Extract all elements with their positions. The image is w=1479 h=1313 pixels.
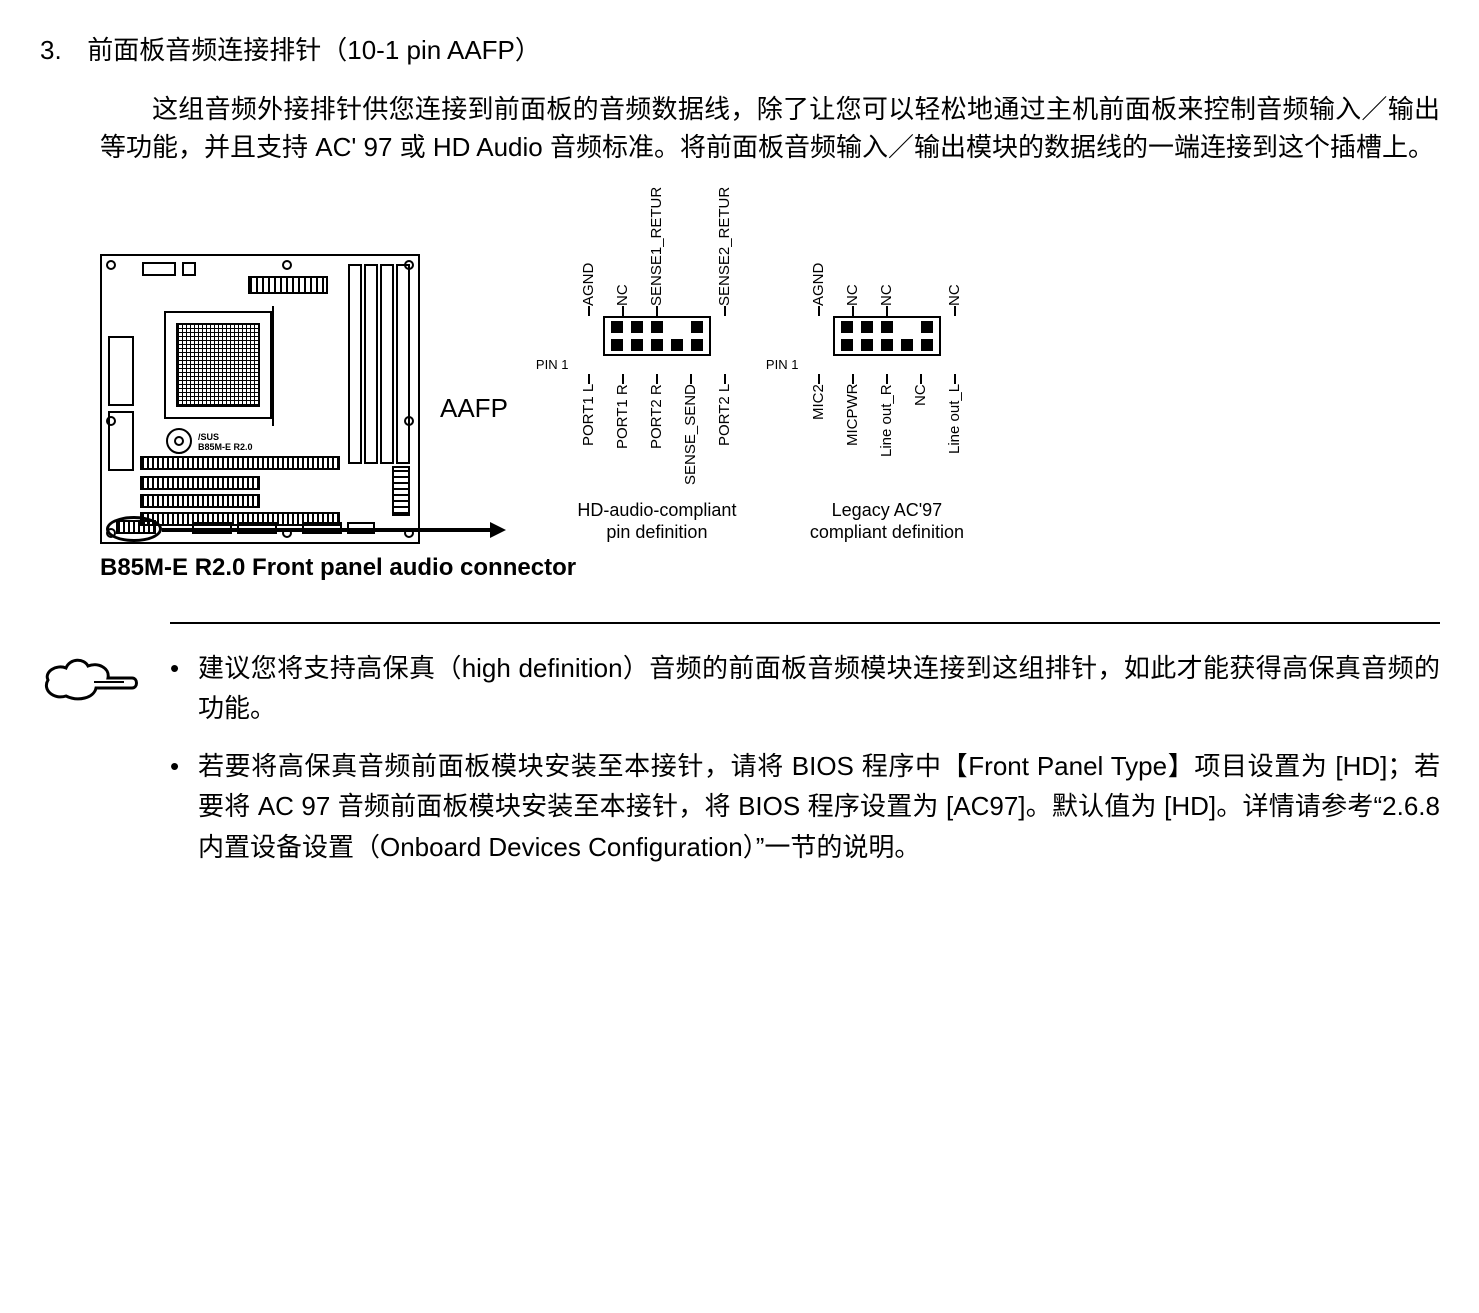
section-number: 3. xyxy=(40,35,80,66)
diagram: /SUS B85M-E R2.0 AAFP A xyxy=(100,196,1440,543)
hd-pin1: PIN 1 xyxy=(536,357,569,372)
ac97-caption-l2: compliant definition xyxy=(810,522,964,542)
hd-pin-definition: AGND NC SENSE1_RETUR SENSE2_RETUR xyxy=(572,196,742,543)
ac97-pin1: PIN 1 xyxy=(766,357,799,372)
hd-bot-0: PORT1 L xyxy=(580,384,597,494)
ac97-top-1: NC xyxy=(844,196,861,306)
section-heading: 3. 前面板音频连接排针（10-1 pin AAFP） xyxy=(40,30,1440,67)
motherboard-illustration: /SUS B85M-E R2.0 xyxy=(100,254,420,544)
callout-circle xyxy=(106,516,162,542)
ac97-bot-1: MICPWR xyxy=(844,384,861,494)
hd-top-4: SENSE2_RETUR xyxy=(716,196,733,306)
callout-arrow xyxy=(162,528,492,532)
hd-caption-l1: HD-audio-compliant xyxy=(577,500,736,520)
hand-icon xyxy=(40,622,140,717)
note-body: 建议您将支持高保真（high definition）音频的前面板音频模块连接到这… xyxy=(170,622,1440,885)
note-block: 建议您将支持高保真（high definition）音频的前面板音频模块连接到这… xyxy=(40,622,1440,885)
ac97-bot-0: MIC2 xyxy=(810,384,827,494)
note-item-1: 建议您将支持高保真（high definition）音频的前面板音频模块连接到这… xyxy=(170,648,1440,729)
hd-top-0: AGND xyxy=(580,196,597,306)
diagram-caption: B85M-E R2.0 Front panel audio connector xyxy=(100,554,1440,582)
ac97-pin-definition: AGND NC NC NC PIN 1 MIC2 xyxy=(802,196,972,543)
ac97-caption-l1: Legacy AC'97 xyxy=(832,500,943,520)
ac97-top-4: NC xyxy=(946,196,963,306)
note-item-2: 若要将高保真音频前面板模块安装至本接针，请将 BIOS 程序中【Front Pa… xyxy=(170,746,1440,867)
ac97-top-2: NC xyxy=(878,196,895,306)
ac97-bot-2: Line out_R xyxy=(878,384,895,494)
mobo-model: B85M-E R2.0 xyxy=(198,442,253,452)
ac97-top-0: AGND xyxy=(810,196,827,306)
hd-bot-1: PORT1 R xyxy=(614,384,631,494)
hd-bot-2: PORT2 R xyxy=(648,384,665,494)
ac97-connector xyxy=(833,316,941,356)
section-title: 前面板音频连接排针（10-1 pin AAFP） xyxy=(87,35,541,65)
hd-top-2: SENSE1_RETUR xyxy=(648,196,665,306)
aafp-label: AAFP xyxy=(440,393,508,424)
hd-bot-3: SENSE_SEND xyxy=(682,384,699,494)
ac97-bot-3: NC xyxy=(912,384,929,494)
section-paragraph: 这组音频外接排针供您连接到前面板的音频数据线，除了让您可以轻松地通过主机前面板来… xyxy=(100,91,1440,166)
callout-arrow-head xyxy=(490,522,506,538)
ac97-bot-4: Line out_L xyxy=(946,384,963,494)
hd-bot-4: PORT2 L xyxy=(716,384,733,494)
mobo-brand: /SUS xyxy=(198,432,219,442)
hd-caption-l2: pin definition xyxy=(606,522,707,542)
hd-connector xyxy=(603,316,711,356)
hd-top-1: NC xyxy=(614,196,631,306)
